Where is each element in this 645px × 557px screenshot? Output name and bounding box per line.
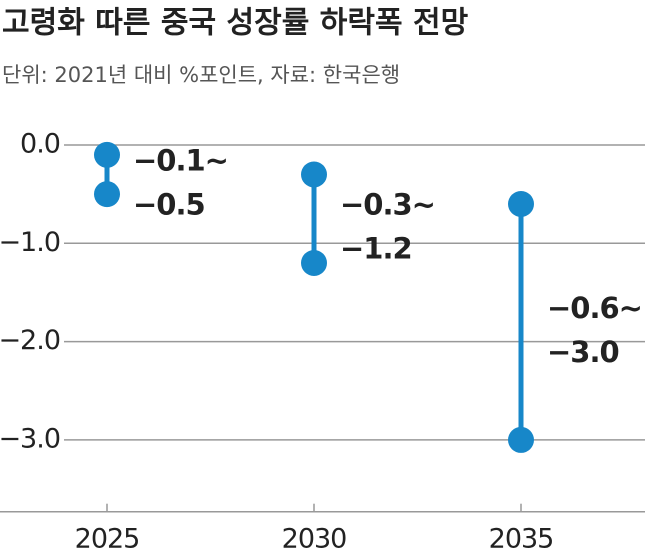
- x-tick-label: 2025: [75, 524, 140, 555]
- low-dot: [301, 249, 327, 276]
- y-tick-label: −2.0: [0, 325, 60, 356]
- high-dot: [508, 190, 534, 217]
- high-dot: [94, 141, 120, 168]
- value-label: −0.1~: [133, 143, 228, 177]
- value-label: −1.2: [340, 232, 412, 266]
- x-tick-label: 2030: [282, 524, 347, 555]
- low-dot: [94, 181, 120, 208]
- value-label: −0.3~: [340, 188, 435, 222]
- y-tick-label: −3.0: [0, 423, 60, 454]
- chart-title: 고령화 따른 중국 성장률 하락폭 전망: [2, 6, 469, 41]
- chart-subtitle: 단위: 2021년 대비 %포인트, 자료: 한국은행: [2, 63, 400, 87]
- y-tick-label: 0.0: [20, 128, 60, 159]
- low-dot: [508, 426, 534, 453]
- high-dot: [301, 161, 327, 188]
- value-label: −3.0: [547, 335, 619, 369]
- x-tick-label: 2035: [489, 524, 554, 555]
- value-label: −0.5: [133, 187, 205, 221]
- value-label: −0.6~: [547, 291, 642, 325]
- y-tick-label: −1.0: [0, 227, 60, 258]
